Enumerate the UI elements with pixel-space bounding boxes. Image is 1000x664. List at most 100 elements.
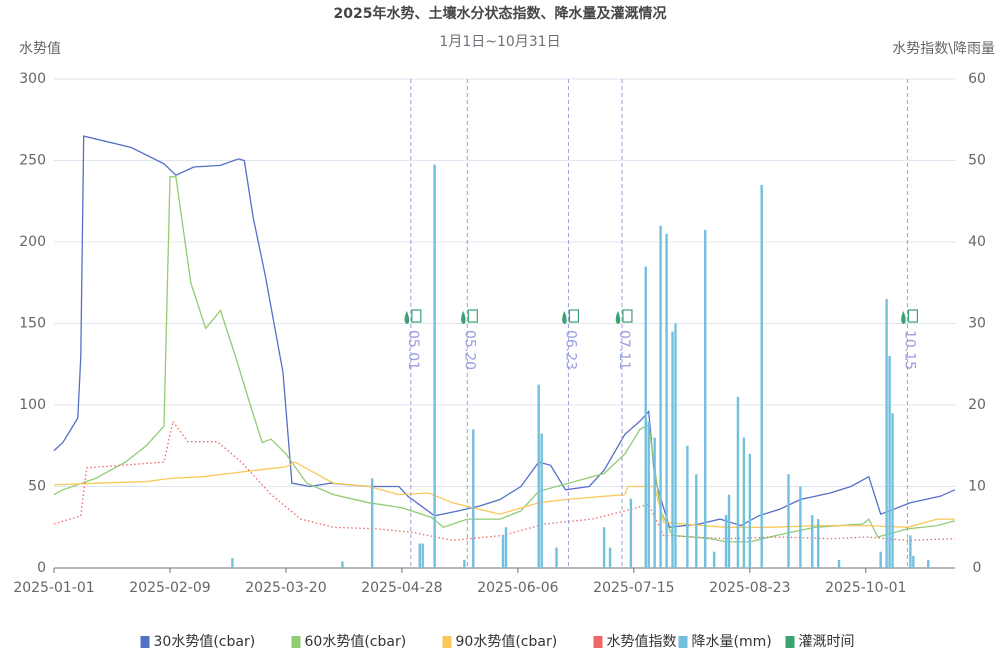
legend-swatch	[140, 636, 150, 648]
rain-bar	[433, 164, 436, 568]
rain-bar	[421, 543, 424, 568]
y-axis-label: 水势值	[19, 41, 61, 57]
rain-bar	[370, 478, 374, 568]
y2-tick-label: 20	[968, 397, 986, 413]
rain-bar	[463, 559, 466, 568]
drop-icon	[615, 311, 621, 324]
y-tick-label: 100	[19, 397, 46, 413]
rain-bar	[504, 527, 508, 568]
rain-bar	[885, 299, 888, 568]
y2-tick-label: 10	[968, 479, 986, 495]
irrigation-marker	[901, 309, 919, 324]
legend-label: 水势值指数	[607, 634, 677, 650]
legend-swatch	[678, 636, 688, 648]
irrigation-label: 07.11	[616, 330, 632, 370]
irrigation-label: 05.20	[461, 330, 477, 370]
irrigation-icon	[467, 309, 478, 323]
series-line	[53, 461, 955, 528]
rain-bar	[760, 184, 763, 568]
rain-bar	[537, 384, 540, 568]
legend-label: 90水势值(cbar)	[456, 634, 558, 650]
rain-bar	[659, 225, 662, 568]
legend-label: 灌溉时间	[799, 634, 855, 650]
y2-tick-label: 50	[968, 153, 986, 169]
y-tick-label: 50	[28, 479, 46, 495]
x-tick-label: 2025-04-28	[361, 580, 442, 596]
irrigation-label: 05.01	[405, 330, 421, 370]
y-tick-label: 250	[19, 153, 46, 169]
x-tick-label: 2025-10-01	[825, 580, 906, 596]
rain-bar	[811, 515, 814, 568]
rain-bar	[665, 233, 668, 568]
rain-bar	[909, 535, 912, 568]
series-line	[53, 419, 956, 541]
chart-title: 2025年水势、土壤水分状态指数、降水量及灌溉情况	[334, 5, 667, 22]
rain-bar	[653, 437, 656, 568]
rain-bar	[231, 558, 234, 568]
x-tick-label: 2025-07-15	[593, 580, 674, 596]
rain-bar	[501, 535, 505, 568]
y2-tick-label: 60	[968, 71, 986, 87]
x-tick-label: 2025-06-06	[477, 580, 558, 596]
rain-bar	[912, 555, 915, 568]
rain-bar	[341, 561, 344, 568]
irrigation-marker	[615, 309, 633, 324]
rain-bar	[787, 474, 790, 568]
y-tick-label: 0	[37, 560, 46, 576]
rain-bar	[742, 437, 746, 568]
rain-bar	[674, 323, 677, 568]
drop-icon	[404, 311, 410, 324]
series-line	[53, 135, 956, 529]
rain-bar	[695, 474, 698, 568]
legend-label: 60水势值(cbar)	[305, 634, 407, 650]
rain-bar	[888, 356, 891, 568]
y-tick-label: 300	[19, 71, 46, 87]
y-tick-label: 150	[19, 316, 46, 332]
rain-bar	[555, 547, 558, 568]
rain-bar	[644, 266, 647, 568]
rain-bar	[671, 331, 674, 568]
chart-subtitle: 1月1日~10月31日	[439, 34, 560, 50]
irrigation-icon	[568, 309, 580, 323]
legend-swatch	[785, 636, 795, 648]
rain-bar	[540, 433, 543, 568]
x-tick-label: 2025-01-01	[13, 580, 94, 596]
rain-bar	[712, 551, 716, 568]
legend-swatch	[291, 636, 301, 648]
rain-bar	[727, 494, 731, 568]
irrigation-icon	[411, 309, 422, 323]
rain-bar	[879, 551, 882, 568]
rain-bar	[927, 559, 930, 568]
x-tick-label: 2025-02-09	[129, 580, 210, 596]
rain-bar	[799, 486, 802, 568]
rain-bar	[748, 453, 752, 568]
y2-tick-label: 40	[968, 234, 986, 250]
drop-icon	[461, 311, 466, 324]
irrigation-icon	[907, 309, 919, 323]
x-tick-label: 2025-03-20	[245, 580, 326, 596]
rain-bar	[629, 498, 633, 568]
rain-bar	[817, 519, 820, 568]
rain-bar	[704, 229, 707, 568]
rain-bar	[418, 543, 421, 568]
irrigation-label: 10.15	[901, 330, 917, 370]
irrigation-marker	[404, 309, 422, 324]
rain-bar	[472, 429, 475, 568]
rain-bar	[736, 396, 740, 568]
y2-axis-label: 水势指数\降雨量	[892, 41, 995, 57]
irrigation-marker	[562, 309, 580, 324]
series-line	[53, 176, 956, 543]
rain-bar	[724, 515, 728, 568]
drop-icon	[901, 311, 906, 324]
rain-bar	[608, 547, 612, 568]
drop-icon	[562, 311, 567, 324]
irrigation-label: 06.23	[562, 330, 578, 370]
irrigation-marker	[461, 309, 478, 324]
rain-bar	[686, 445, 689, 568]
legend-label: 降水量(mm)	[692, 634, 772, 650]
rain-bar	[602, 527, 606, 568]
legend-swatch	[442, 636, 452, 648]
irrigation-icon	[622, 309, 633, 323]
y2-tick-label: 30	[968, 316, 986, 332]
